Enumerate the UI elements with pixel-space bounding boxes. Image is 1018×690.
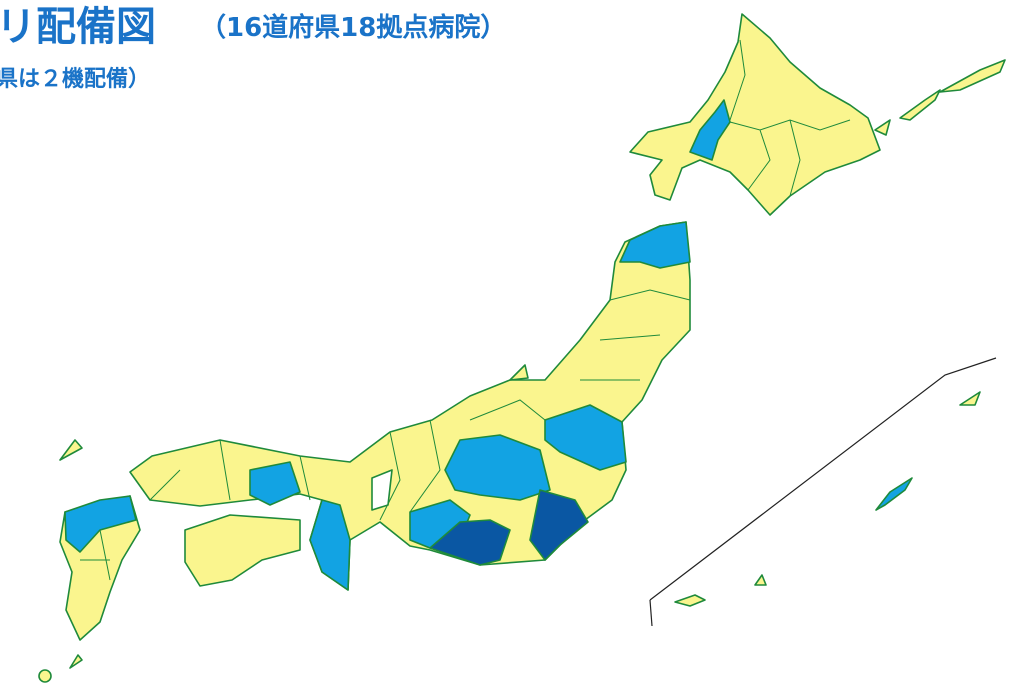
island xyxy=(675,595,705,606)
inset-border xyxy=(650,358,996,600)
kyushu xyxy=(60,496,140,640)
island xyxy=(60,440,82,460)
hokkaido xyxy=(630,14,1005,215)
shikoku xyxy=(185,515,300,586)
title-note: 県は２機配備） xyxy=(0,66,150,92)
island xyxy=(960,392,980,405)
page: リ配備図 （16道府県18拠点病院） 県は２機配備） xyxy=(0,0,1018,686)
title-sub: （16道府県18拠点病院） xyxy=(200,12,506,43)
island xyxy=(755,575,766,585)
map: リ配備図 （16道府県18拠点病院） 県は２機配備） xyxy=(0,0,1018,686)
okinawa xyxy=(876,478,912,510)
island xyxy=(70,655,82,668)
title-main: リ配備図 xyxy=(0,4,156,50)
inset-border xyxy=(650,600,652,626)
island xyxy=(39,670,51,682)
